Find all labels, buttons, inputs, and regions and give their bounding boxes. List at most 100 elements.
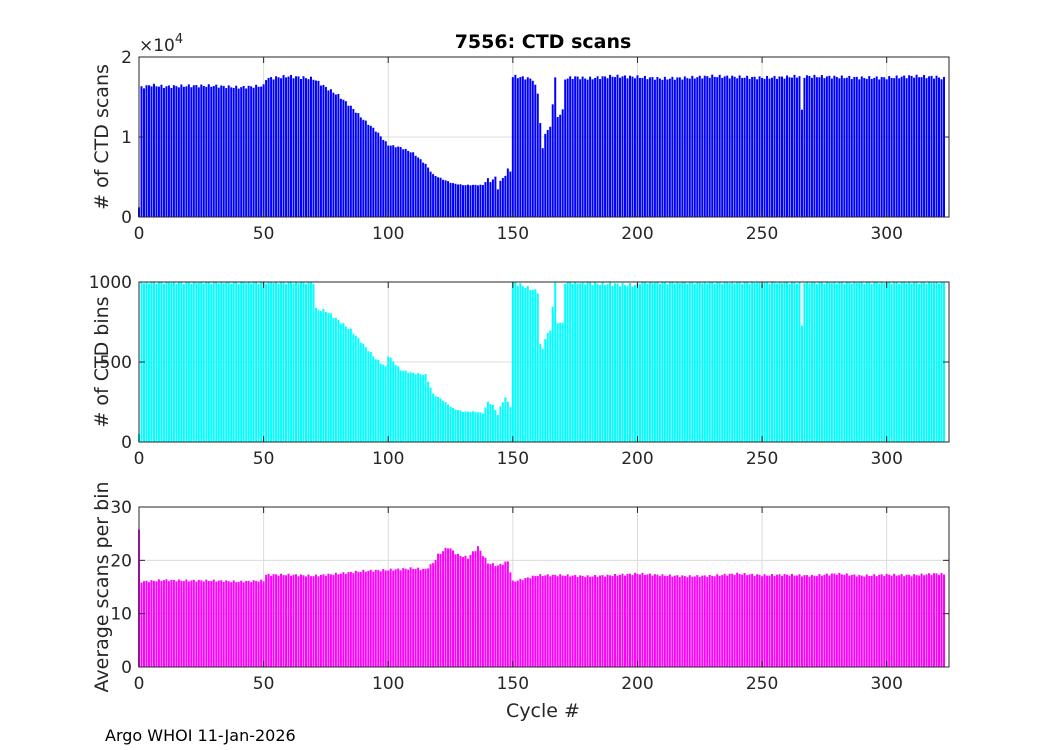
bar-cycle-258 xyxy=(781,575,784,667)
bar-cycle-250 xyxy=(761,283,764,442)
bar-cycle-248 xyxy=(756,574,759,667)
bar-cycle-226 xyxy=(701,78,704,217)
bar-cycle-197 xyxy=(628,573,631,667)
bar-cycle-106 xyxy=(402,149,405,217)
bar-cycle-176 xyxy=(576,283,579,442)
bar-cycle-58 xyxy=(282,75,285,217)
bar-cycle-130 xyxy=(462,411,464,442)
bar-cycle-20 xyxy=(187,282,190,442)
bar-cycle-277 xyxy=(828,282,831,442)
y-tick-label: 30 xyxy=(110,498,132,518)
bar-cycle-250 xyxy=(761,77,764,217)
y-tick-label: 0 xyxy=(121,208,132,228)
bar-cycle-202 xyxy=(641,572,644,667)
bar-cycle-312 xyxy=(915,74,918,217)
bar-cycle-193 xyxy=(619,77,622,217)
bar-cycle-298 xyxy=(880,282,883,442)
bar-cycle-68 xyxy=(307,282,310,442)
bar-cycle-244 xyxy=(746,282,749,442)
bar-cycle-319 xyxy=(933,282,936,442)
bar-cycle-143 xyxy=(494,176,497,217)
bar-cycle-164 xyxy=(546,332,549,442)
bar-cycle-239 xyxy=(733,76,736,217)
bar-cycle-281 xyxy=(838,572,841,667)
bar-cycle-274 xyxy=(820,575,823,667)
bar-cycle-315 xyxy=(923,575,926,667)
bar-cycle-170 xyxy=(561,575,564,667)
bar-cycle-276 xyxy=(825,76,828,217)
bar-cycle-89 xyxy=(359,117,362,217)
bar-cycle-187 xyxy=(604,576,607,667)
bar-cycle-69 xyxy=(309,282,312,442)
bar-cycle-230 xyxy=(711,74,714,218)
bar-cycle-241 xyxy=(738,282,741,442)
bar-cycle-291 xyxy=(863,576,866,667)
bar-cycle-115 xyxy=(424,373,427,442)
bar-cycle-58 xyxy=(282,575,285,667)
bar-cycle-25 xyxy=(200,580,203,667)
bar-cycle-211 xyxy=(663,575,666,667)
bar-cycle-30 xyxy=(212,579,215,667)
bar-cycle-28 xyxy=(207,282,210,442)
bar-cycle-36 xyxy=(227,85,230,217)
bar-cycle-254 xyxy=(771,282,774,442)
bar-cycle-49 xyxy=(260,579,263,667)
bar-cycle-320 xyxy=(935,573,938,667)
bar-cycle-126 xyxy=(452,183,455,217)
bar-cycle-111 xyxy=(414,374,417,442)
bar-cycle-28 xyxy=(207,84,210,217)
bar-cycle-262 xyxy=(790,77,793,217)
bar-cycle-297 xyxy=(878,79,881,217)
bar-cycle-35 xyxy=(225,88,228,217)
bar-cycle-117 xyxy=(429,387,432,442)
bar-cycle-142 xyxy=(491,179,494,217)
bar-cycle-24 xyxy=(197,579,200,667)
bar-cycle-82 xyxy=(342,572,345,667)
bar-cycle-159 xyxy=(534,84,537,217)
bar-cycle-54 xyxy=(272,574,275,667)
bar-cycle-110 xyxy=(412,372,415,442)
bar-cycle-49 xyxy=(260,282,263,442)
bar-cycle-32 xyxy=(217,580,220,667)
bar-cycle-10 xyxy=(162,87,165,217)
bar-cycle-52 xyxy=(267,573,270,667)
bar-cycle-301 xyxy=(888,574,891,667)
bar-cycle-183 xyxy=(594,574,597,667)
bar-cycle-99 xyxy=(384,366,387,442)
bar-cycle-63 xyxy=(295,282,298,442)
bar-cycle-235 xyxy=(723,76,726,217)
bar-cycle-139 xyxy=(484,407,487,442)
bar-cycle-234 xyxy=(721,77,724,218)
bar-cycle-297 xyxy=(878,283,881,442)
bar-cycle-21 xyxy=(190,87,193,217)
x-tick-label: 200 xyxy=(621,224,653,244)
bar-cycle-238 xyxy=(731,282,734,442)
bar-cycle-276 xyxy=(825,282,828,442)
bar-cycle-209 xyxy=(658,283,661,442)
bar-cycle-50 xyxy=(262,581,265,667)
bar-cycle-298 xyxy=(880,76,883,217)
bar-cycle-5 xyxy=(150,282,153,442)
bar-cycle-288 xyxy=(855,576,858,667)
bar-cycle-127 xyxy=(454,554,457,667)
bar-cycle-225 xyxy=(698,577,701,667)
bar-cycle-261 xyxy=(788,77,791,218)
bar-cycle-204 xyxy=(646,574,649,667)
bar-cycle-184 xyxy=(596,283,599,442)
bar-cycle-103 xyxy=(394,569,397,667)
bar-cycle-48 xyxy=(257,283,260,442)
bar-cycle-262 xyxy=(790,282,793,442)
bar-cycle-272 xyxy=(815,576,818,667)
bar-cycle-84 xyxy=(347,105,350,217)
bar-cycle-306 xyxy=(900,76,903,217)
bar-cycle-94 xyxy=(372,571,375,667)
bar-cycle-122 xyxy=(442,400,445,442)
bar-cycle-78 xyxy=(332,92,335,217)
bar-cycle-174 xyxy=(571,283,574,442)
bar-cycle-10 xyxy=(162,283,165,442)
bar-cycle-179 xyxy=(584,577,587,667)
bar-cycle-10 xyxy=(162,580,165,667)
bar-cycle-11 xyxy=(165,282,168,442)
bar-cycle-155 xyxy=(524,79,527,217)
